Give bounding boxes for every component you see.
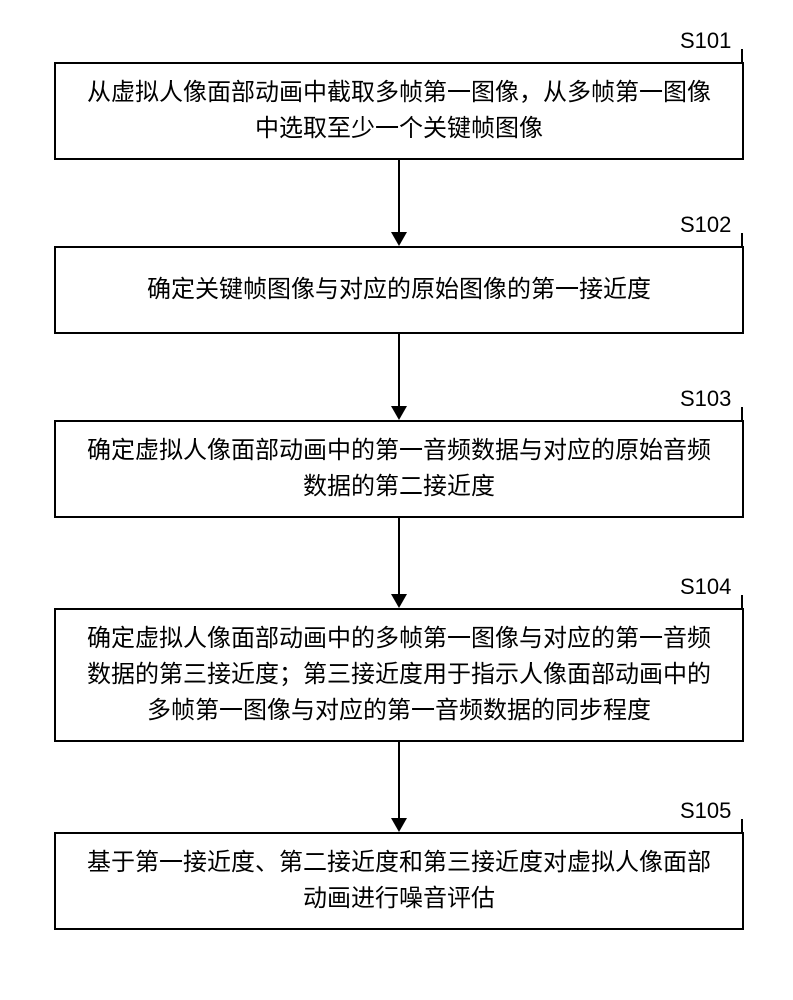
- step-label-s104: S104: [680, 574, 731, 600]
- step-box-s103: 确定虚拟人像面部动画中的第一音频数据与对应的原始音频数据的第二接近度: [54, 420, 744, 518]
- step-tick-s103: [741, 407, 743, 420]
- arrow-1: [391, 160, 407, 246]
- step-tick-s104: [741, 595, 743, 608]
- step-label-s103: S103: [680, 386, 731, 412]
- step-tick-s101: [741, 49, 743, 62]
- step-box-s101: 从虚拟人像面部动画中截取多帧第一图像，从多帧第一图像中选取至少一个关键帧图像: [54, 62, 744, 160]
- step-box-s102: 确定关键帧图像与对应的原始图像的第一接近度: [54, 246, 744, 334]
- step-label-s101: S101: [680, 28, 731, 54]
- flowchart-canvas: S101 从虚拟人像面部动画中截取多帧第一图像，从多帧第一图像中选取至少一个关键…: [0, 0, 793, 1000]
- step-text-s101: 从虚拟人像面部动画中截取多帧第一图像，从多帧第一图像中选取至少一个关键帧图像: [76, 75, 722, 147]
- step-text-s103: 确定虚拟人像面部动画中的第一音频数据与对应的原始音频数据的第二接近度: [76, 433, 722, 505]
- step-box-s104: 确定虚拟人像面部动画中的多帧第一图像与对应的第一音频数据的第三接近度；第三接近度…: [54, 608, 744, 742]
- arrow-4: [391, 742, 407, 832]
- step-box-s105: 基于第一接近度、第二接近度和第三接近度对虚拟人像面部动画进行噪音评估: [54, 832, 744, 930]
- step-tick-s102: [741, 233, 743, 246]
- step-text-s104: 确定虚拟人像面部动画中的多帧第一图像与对应的第一音频数据的第三接近度；第三接近度…: [76, 621, 722, 729]
- arrow-2: [391, 334, 407, 420]
- step-label-s105: S105: [680, 798, 731, 824]
- step-tick-s105: [741, 819, 743, 832]
- step-text-s105: 基于第一接近度、第二接近度和第三接近度对虚拟人像面部动画进行噪音评估: [76, 845, 722, 917]
- arrow-3: [391, 518, 407, 608]
- step-label-s102: S102: [680, 212, 731, 238]
- step-text-s102: 确定关键帧图像与对应的原始图像的第一接近度: [147, 272, 651, 308]
